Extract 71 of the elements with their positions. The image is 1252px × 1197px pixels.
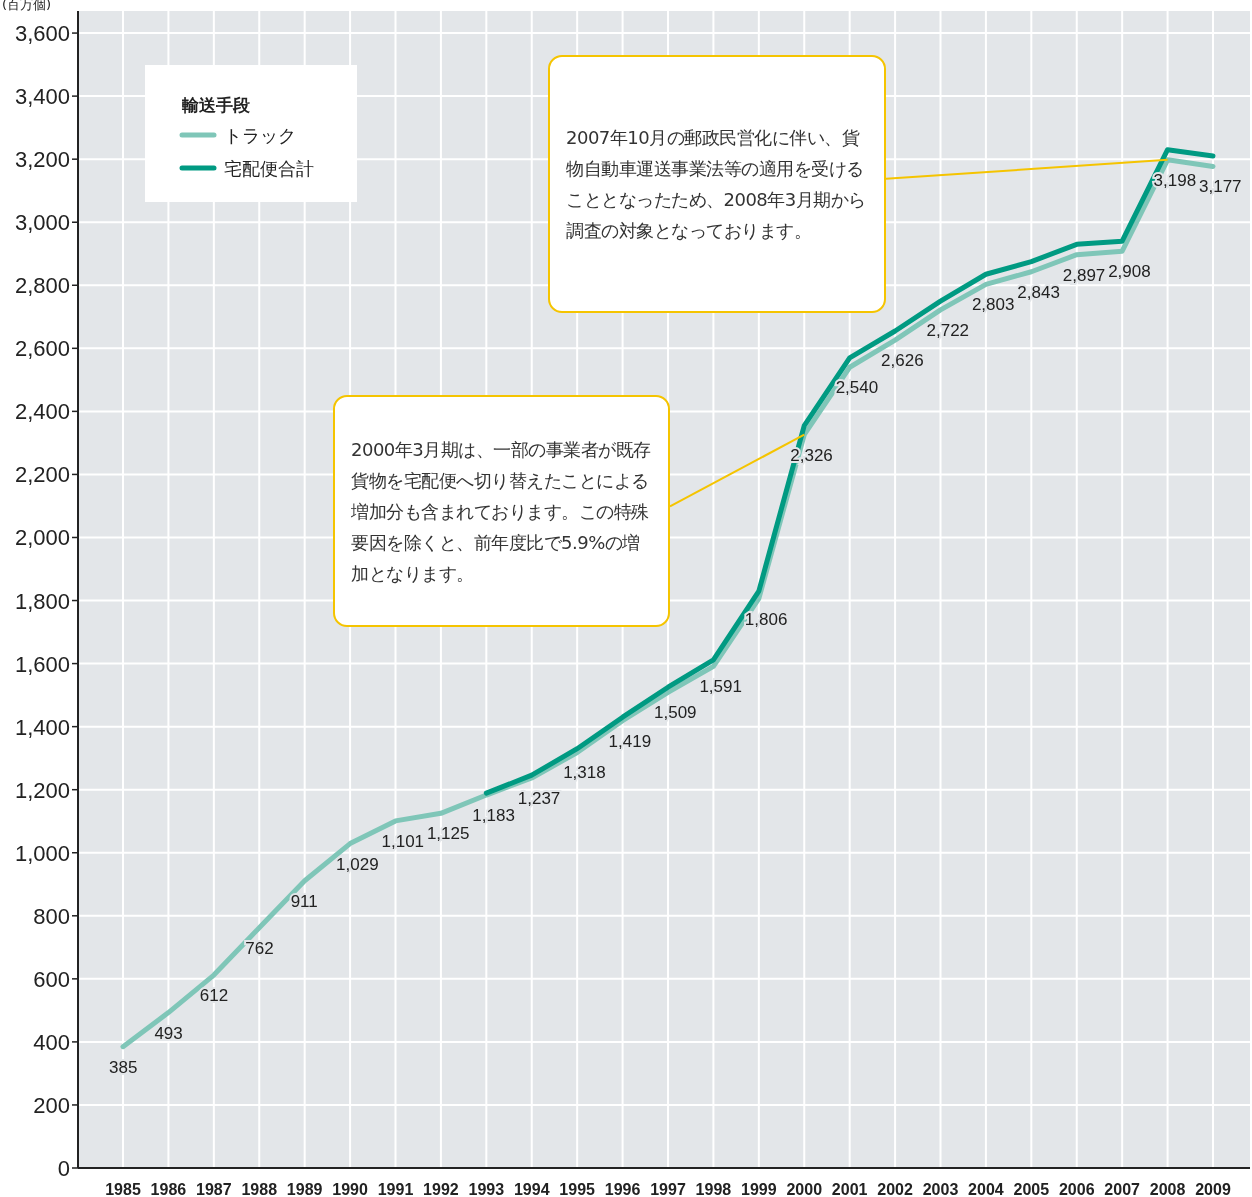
x-tick-label: 1991 [377,1181,414,1197]
data-label: 1,419 [608,731,652,751]
y-tick-label: 2,400 [14,399,70,425]
data-label: 493 [154,1023,183,1043]
x-tick-label: 1985 [105,1181,141,1197]
y-tick-label: 3,600 [14,21,70,47]
y-tick-label: 600 [33,966,70,992]
x-tick-label: 1994 [513,1181,550,1197]
data-label: 1,125 [426,824,470,844]
data-label: 1,029 [336,854,379,874]
y-tick-label: 3,200 [14,147,70,173]
y-tick-label: 800 [33,903,70,929]
x-tick-label: 1995 [559,1181,596,1197]
x-tick-label: 2002 [877,1181,913,1197]
y-tick-label: 2,600 [14,336,70,362]
legend-label: トラック [224,125,296,146]
data-label: 1,318 [563,763,606,783]
y-tick-label: 200 [33,1092,70,1118]
x-tick-label: 2005 [1013,1181,1050,1197]
data-label: 1,183 [472,806,515,826]
y-tick-label: 1,000 [14,840,70,866]
y-tick-label: 2,200 [14,462,70,488]
data-label: 2,626 [881,351,924,371]
x-tick-label: 1998 [695,1181,732,1197]
data-label: 911 [290,891,318,911]
y-tick-label: 2,000 [14,525,70,551]
data-label: 1,806 [744,609,788,629]
x-tick-label: 1993 [468,1181,505,1197]
x-tick-label: 1986 [150,1181,187,1197]
data-label: 2,540 [835,378,879,398]
y-tick-label: 3,400 [14,84,70,110]
data-label: 3,177 [1199,177,1242,197]
data-label: 2,908 [1108,262,1151,282]
x-tick-label: 2003 [922,1181,959,1197]
y-tick-label: 1,800 [14,588,70,614]
data-label: 1,591 [699,677,742,697]
data-label: 2,843 [1017,282,1060,302]
y-tick-label: 2,800 [14,273,70,299]
data-label: 2,803 [971,295,1015,315]
data-label: 3,198 [1153,170,1197,190]
data-label: 612 [199,986,229,1006]
x-tick-label: 1997 [650,1181,686,1197]
x-tick-label: 2008 [1149,1181,1186,1197]
y-tick-label: 400 [33,1029,70,1055]
x-tick-label: 1990 [332,1181,368,1197]
data-label: 1,509 [654,703,697,723]
x-tick-label: 1989 [286,1181,323,1197]
y-tick-label: 1,600 [14,651,70,677]
x-tick-label: 1988 [241,1181,278,1197]
data-label: 2,722 [926,320,970,340]
data-label: 2,897 [1062,265,1106,285]
y-tick-label: 1,400 [14,714,70,740]
x-tick-label: 2009 [1195,1181,1231,1197]
x-tick-label: 2004 [968,1181,1004,1197]
data-label: 385 [109,1057,138,1077]
data-label: 1,101 [381,831,425,851]
x-tick-label: 2000 [786,1181,823,1197]
x-tick-label: 2001 [831,1181,868,1197]
legend-label: 宅配便合計 [224,158,314,179]
y-tick-label: 1,200 [14,777,70,803]
y-tick-label: 0 [57,1156,70,1181]
x-tick-label: 1987 [196,1181,232,1197]
y-tick-label: 3,000 [14,210,70,236]
x-tick-label: 1996 [604,1181,641,1197]
x-tick-label: 2007 [1104,1181,1141,1197]
x-tick-label: 1992 [423,1181,459,1197]
legend-title: 輸送手段 [181,95,251,115]
data-label: 762 [245,938,274,958]
x-tick-label: 1999 [741,1181,777,1197]
data-label: 1,237 [517,789,561,809]
x-tick-label: 2006 [1058,1181,1095,1197]
